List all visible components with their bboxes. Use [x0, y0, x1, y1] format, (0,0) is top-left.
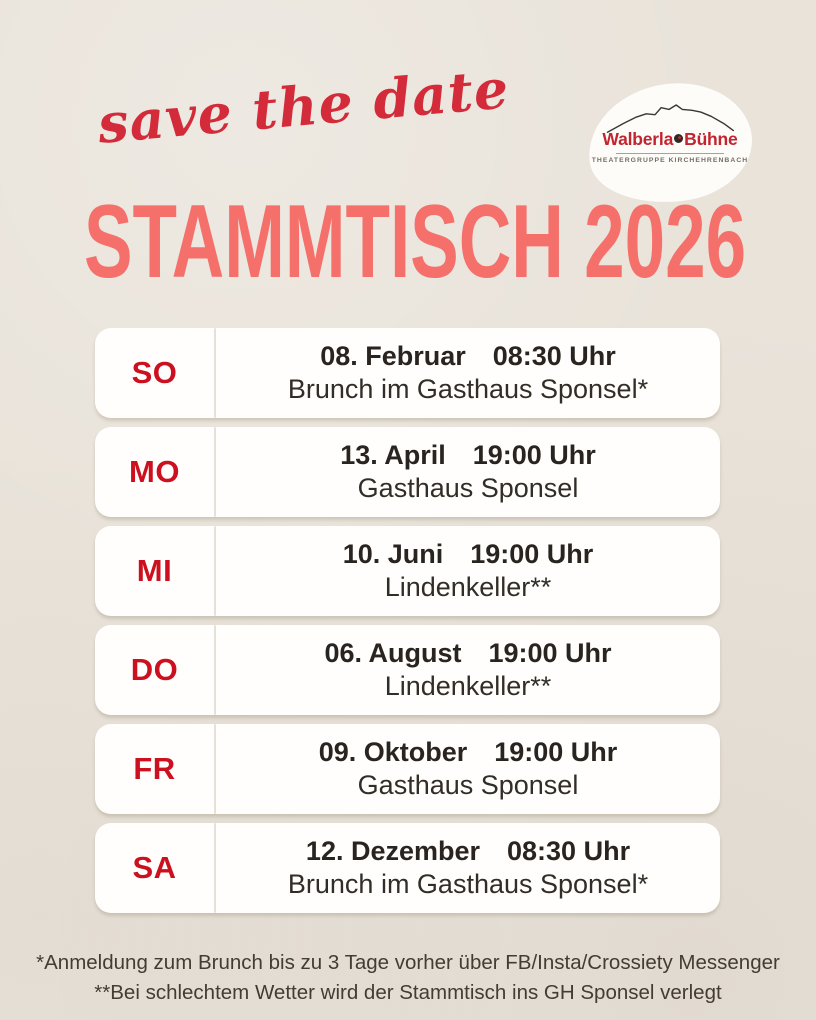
- event-day-label: MO: [129, 454, 180, 489]
- footnotes: *Anmeldung zum Brunch bis zu 3 Tage vorh…: [0, 948, 816, 1008]
- event-date-time: 09. Oktober 19:00 Uhr: [319, 737, 618, 769]
- event-details: 06. August 19:00 Uhr Lindenkeller**: [216, 625, 720, 715]
- event-time: 19:00 Uhr: [470, 538, 594, 569]
- event-location: Brunch im Gasthaus Sponsel*: [287, 868, 649, 899]
- event-time: 19:00 Uhr: [494, 736, 618, 767]
- event-location: Brunch im Gasthaus Sponsel*: [287, 373, 649, 404]
- card-divider: [214, 427, 216, 517]
- card-divider: [214, 526, 216, 616]
- logo-subtitle: THEATERGRUPPE KIRCHEHRENBACH: [591, 157, 749, 164]
- event-time: 08:30 Uhr: [507, 835, 631, 866]
- event-day-label: SO: [131, 355, 178, 390]
- poster-title: STAMMTISCH 2026: [84, 184, 747, 300]
- tagline-save-the-date: save the date: [95, 56, 512, 156]
- event-location: Lindenkeller**: [384, 670, 552, 701]
- event-card: DO 06. August 19:00 Uhr Lindenkeller**: [95, 625, 720, 715]
- event-card: SO 08. Februar 08:30 Uhr Brunch im Gastha…: [95, 328, 720, 418]
- event-location: Gasthaus Sponsel: [357, 472, 579, 503]
- event-date-time: 13. April 19:00 Uhr: [340, 440, 596, 472]
- event-card: FR 09. Oktober 19:00 Uhr Gasthaus Sponsel: [95, 724, 720, 814]
- event-details: 08. Februar 08:30 Uhr Brunch im Gasthaus …: [216, 328, 720, 418]
- event-list: SO 08. Februar 08:30 Uhr Brunch im Gastha…: [95, 328, 720, 913]
- event-details: 12. Dezember 08:30 Uhr Brunch im Gasthaus…: [216, 823, 720, 913]
- event-date: 10. Juni: [342, 538, 444, 569]
- event-date: 06. August: [324, 637, 462, 668]
- event-date-time: 10. Juni 19:00 Uhr: [343, 539, 594, 571]
- event-date-time: 06. August 19:00 Uhr: [324, 638, 611, 670]
- event-date: 13. April: [340, 439, 446, 470]
- logo-name-right: Bühne: [684, 129, 738, 149]
- event-date: 12. Dezember: [305, 835, 481, 866]
- event-date-time: 12. Dezember 08:30 Uhr: [306, 836, 630, 868]
- event-time: 08:30 Uhr: [492, 340, 616, 371]
- event-details: 13. April 19:00 Uhr Gasthaus Sponsel: [216, 427, 720, 517]
- event-details: 09. Oktober 19:00 Uhr Gasthaus Sponsel: [216, 724, 720, 814]
- event-date: 08. Februar: [320, 340, 466, 371]
- logo-dot-icon: [674, 134, 684, 143]
- event-location: Gasthaus Sponsel: [357, 769, 579, 800]
- card-divider: [214, 724, 216, 814]
- logo-wordmark: Walberla Bühne: [588, 129, 752, 150]
- event-location: Lindenkeller**: [384, 571, 552, 602]
- card-divider: [214, 328, 216, 418]
- footnote-brunch-registration: *Anmeldung zum Brunch bis zu 3 Tage vorh…: [36, 951, 780, 974]
- event-card: MI 10. Juni 19:00 Uhr Lindenkeller**: [95, 526, 720, 616]
- logo-walberla-buehne: Walberla Bühne THEATERGRUPPE KIRCHEHRENBA…: [581, 74, 759, 212]
- event-date: 09. Oktober: [318, 736, 468, 767]
- event-time: 19:00 Uhr: [472, 439, 596, 470]
- footnote-bad-weather: **Bei schlechtem Wetter wird der Stammti…: [94, 981, 722, 1004]
- logo-name-left: Walberla: [602, 129, 674, 149]
- logo-divider-line: [616, 153, 724, 154]
- event-day-label: MI: [136, 553, 173, 588]
- event-card: SA 12. Dezember 08:30 Uhr Brunch im Gasth…: [95, 823, 720, 913]
- event-card: MO 13. April 19:00 Uhr Gasthaus Sponsel: [95, 427, 720, 517]
- card-divider: [214, 625, 216, 715]
- mountain-ridge-icon: [606, 104, 735, 133]
- event-day-label: DO: [130, 652, 179, 687]
- event-day-label: FR: [133, 751, 176, 786]
- event-time: 19:00 Uhr: [488, 637, 612, 668]
- event-date-time: 08. Februar 08:30 Uhr: [320, 341, 616, 373]
- card-divider: [214, 823, 216, 913]
- event-details: 10. Juni 19:00 Uhr Lindenkeller**: [216, 526, 720, 616]
- event-day-label: SA: [132, 850, 177, 885]
